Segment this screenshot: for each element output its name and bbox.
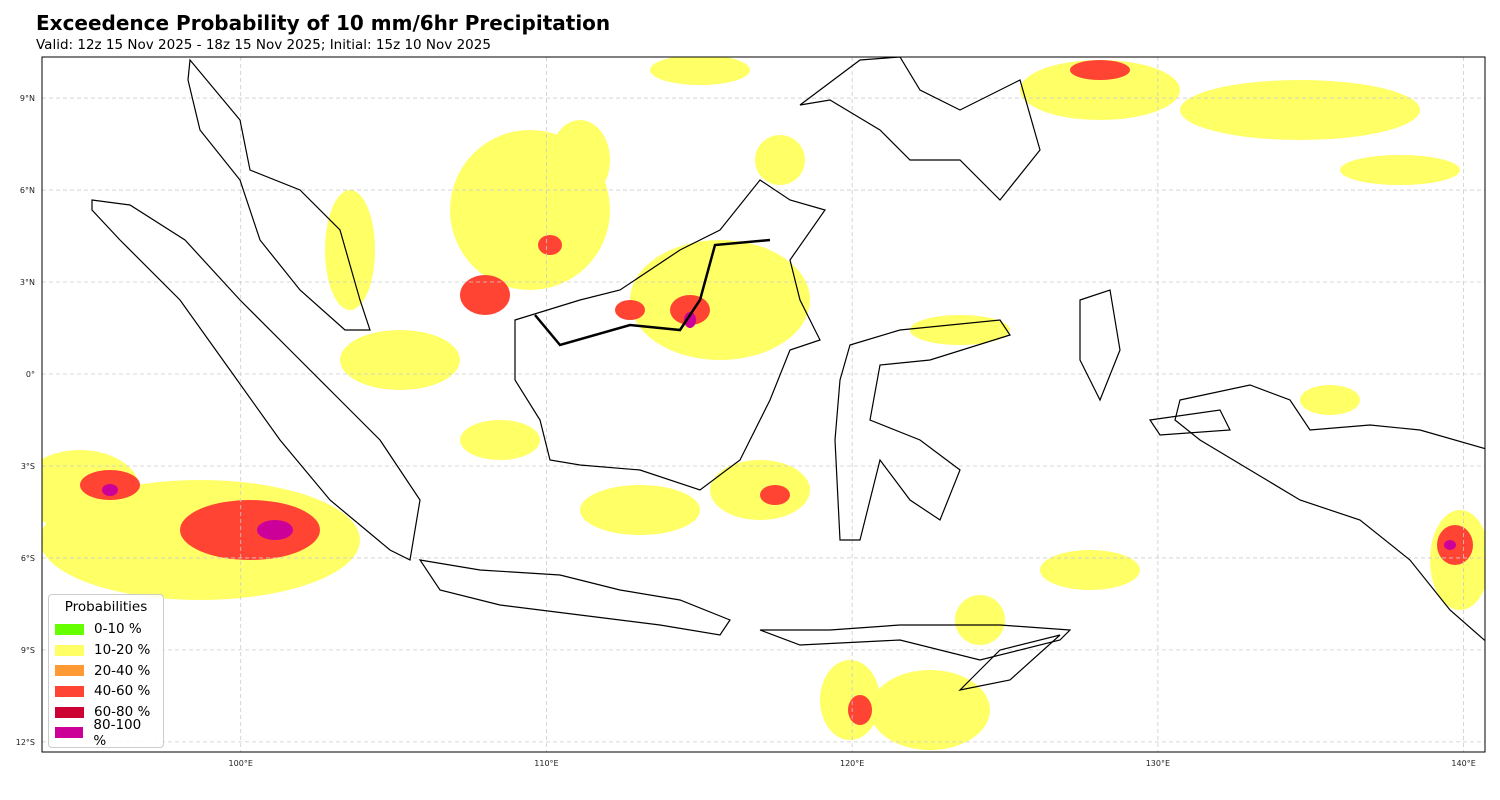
sumatra [91,199,421,561]
legend-swatch [55,644,84,656]
halmahera [1079,289,1121,402]
axis-ticks: 100°E 110°E 120°E 130°E 140°E 9°N 6°N 3°N 0° 3°S 6… [16,94,1476,768]
legend-label: 60-80 % [94,704,151,721]
legend-item: 40-60 % [55,681,157,702]
legend-label: 0-10 % [94,621,142,638]
legend-swatch [55,685,84,697]
map-title: Exceedence Probability of 10 mm/6hr Prec… [36,11,611,35]
lat-tick-label: 3°S [21,462,35,471]
legend-label: 10-20 % [94,642,151,659]
lon-tick-label: 130°E [1146,759,1170,768]
legend-item: 80-100 % [55,717,157,749]
lon-tick-label: 140°E [1451,759,1475,768]
legend-title: Probabilities [64,599,148,615]
map-subtitle: Valid: 12z 15 Nov 2025 - 18z 15 Nov 2025… [36,37,491,53]
legend-label: 20-40 % [94,662,151,679]
malay-peninsula [187,58,371,331]
lat-tick-label: 9°N [20,94,35,103]
graticule [42,57,1485,752]
lat-tick-label: 3°N [20,278,35,287]
precipitation-field [42,57,1485,750]
new-guinea [1174,384,1485,642]
lat-tick-label: 6°S [21,554,35,563]
lon-tick-label: 110°E [534,759,558,768]
coastlines [91,57,1485,691]
legend-item: 10-20 % [55,640,157,661]
legend-label: 80-100 % [93,716,142,749]
lat-tick-label: 9°S [21,646,35,655]
legend-label: 40-60 % [94,683,151,700]
borneo [514,179,826,491]
seram [1148,409,1231,436]
legend-swatch [55,665,84,677]
legend-swatch [55,623,84,635]
philippines [799,57,1041,201]
sulawesi [834,319,1011,541]
lon-tick-label: 120°E [840,759,864,768]
lat-tick-label: 12°S [16,738,35,747]
border [534,238,771,347]
legend-item: 0-10 % [55,619,157,640]
map-frame [41,56,1486,753]
lon-tick-label: 100°E [229,759,253,768]
legend-swatch [55,727,84,739]
java [418,559,731,636]
lat-tick-label: 6°N [20,186,35,195]
lesser-sunda [759,624,1072,661]
legend-item: 60-80 % [55,702,157,723]
legend-swatch [55,706,84,718]
timor [958,634,1061,691]
lat-tick-label: 0° [26,370,35,379]
legend: Probabilities 0-10 % 10-20 % 20-40 % 40-60 … [48,594,164,749]
legend-item: 20-40 % [55,660,157,681]
